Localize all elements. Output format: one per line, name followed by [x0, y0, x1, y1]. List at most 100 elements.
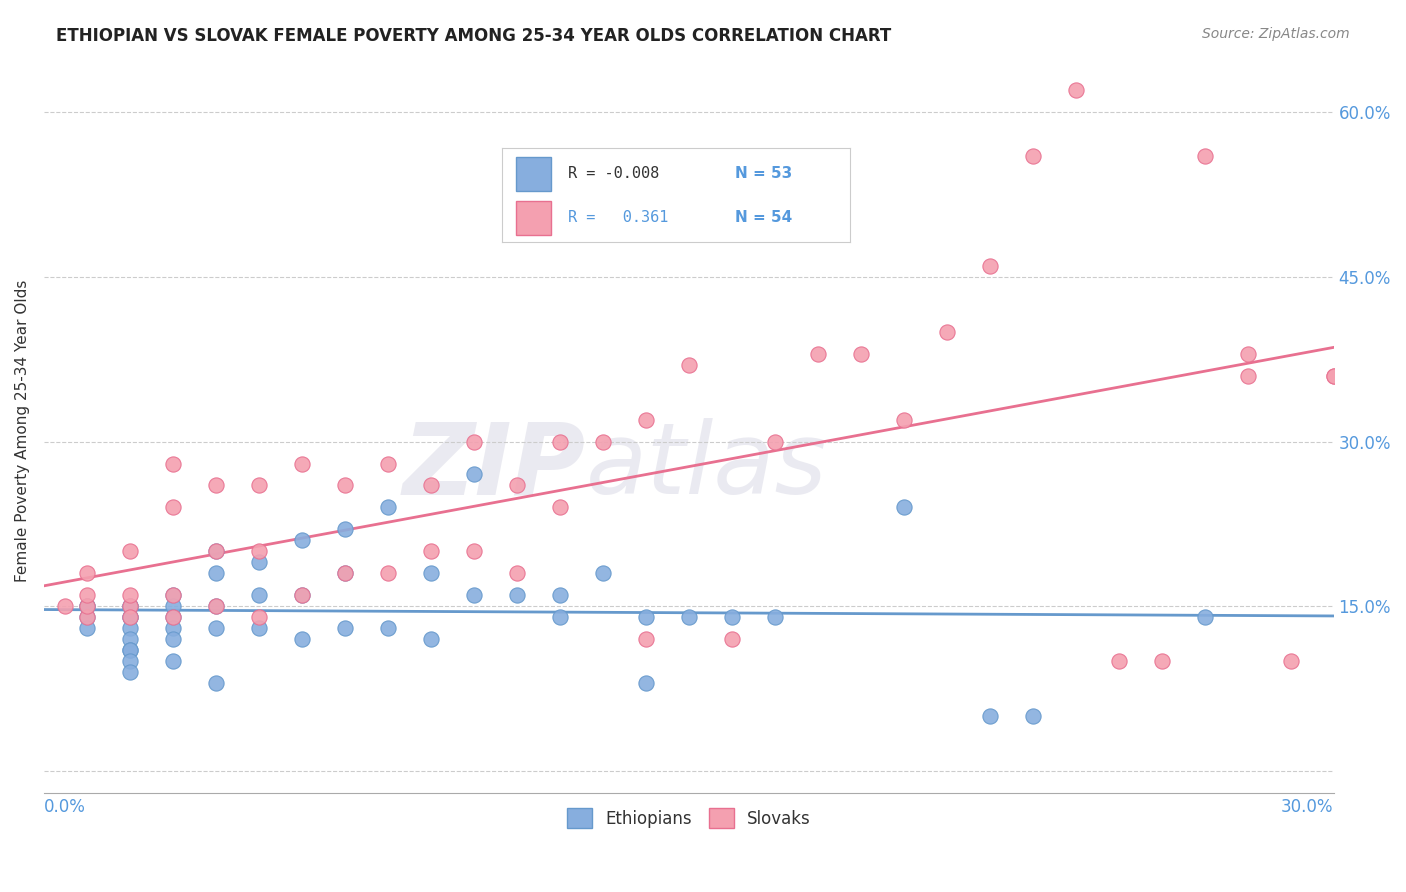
Point: [1236, 368, 1258, 383]
Point: [76, 621, 98, 635]
Point: [205, 478, 228, 492]
Point: [118, 654, 141, 668]
Point: [291, 588, 314, 602]
Point: [291, 588, 314, 602]
Point: [291, 533, 314, 548]
Point: [419, 544, 441, 558]
Point: [849, 347, 872, 361]
Point: [548, 434, 571, 449]
Point: [291, 632, 314, 646]
Point: [893, 500, 915, 515]
Point: [1021, 709, 1043, 723]
Point: [1064, 83, 1087, 97]
Point: [1323, 368, 1346, 383]
Point: [333, 478, 356, 492]
Point: [463, 588, 485, 602]
Point: [419, 566, 441, 581]
Point: [291, 457, 314, 471]
Point: [548, 500, 571, 515]
Point: [377, 457, 399, 471]
Point: [247, 544, 270, 558]
Point: [1323, 368, 1346, 383]
Point: [118, 621, 141, 635]
Point: [377, 621, 399, 635]
Point: [205, 544, 228, 558]
Point: [463, 434, 485, 449]
Point: [720, 632, 742, 646]
Text: atlas: atlas: [585, 418, 827, 516]
Point: [118, 599, 141, 614]
Point: [118, 665, 141, 679]
Point: [76, 588, 98, 602]
Legend: Ethiopians, Slovaks: Ethiopians, Slovaks: [560, 801, 817, 835]
Point: [118, 610, 141, 624]
Point: [1021, 149, 1043, 163]
Point: [247, 478, 270, 492]
Point: [1194, 149, 1216, 163]
Point: [763, 434, 786, 449]
Text: ZIP: ZIP: [402, 418, 585, 516]
Point: [118, 599, 141, 614]
Point: [162, 500, 184, 515]
Point: [419, 632, 441, 646]
Point: [763, 610, 786, 624]
Point: [162, 654, 184, 668]
Point: [76, 566, 98, 581]
Point: [506, 478, 529, 492]
Point: [979, 709, 1001, 723]
Point: [118, 643, 141, 657]
Point: [1108, 654, 1130, 668]
Point: [548, 588, 571, 602]
Point: [162, 610, 184, 624]
Point: [76, 599, 98, 614]
Point: [76, 599, 98, 614]
Point: [162, 621, 184, 635]
Point: [377, 566, 399, 581]
Point: [76, 610, 98, 624]
Point: [247, 588, 270, 602]
Point: [162, 457, 184, 471]
Point: [377, 500, 399, 515]
Point: [162, 599, 184, 614]
Point: [333, 621, 356, 635]
Point: [634, 676, 657, 690]
Point: [720, 610, 742, 624]
Point: [678, 610, 700, 624]
Point: [979, 259, 1001, 273]
Point: [118, 632, 141, 646]
Point: [55, 599, 77, 614]
Point: [634, 412, 657, 426]
Point: [162, 610, 184, 624]
Point: [118, 544, 141, 558]
Point: [678, 358, 700, 372]
Point: [506, 588, 529, 602]
Point: [1150, 654, 1173, 668]
Point: [118, 610, 141, 624]
Point: [205, 599, 228, 614]
Point: [1236, 347, 1258, 361]
Point: [76, 599, 98, 614]
Text: 0.0%: 0.0%: [44, 798, 86, 816]
Point: [118, 610, 141, 624]
Point: [118, 588, 141, 602]
Point: [592, 434, 614, 449]
Point: [247, 621, 270, 635]
Point: [935, 325, 957, 339]
Point: [118, 599, 141, 614]
Point: [205, 566, 228, 581]
Text: Source: ZipAtlas.com: Source: ZipAtlas.com: [1202, 27, 1350, 41]
Point: [1279, 654, 1302, 668]
Point: [118, 643, 141, 657]
Point: [205, 544, 228, 558]
Point: [463, 467, 485, 482]
Point: [205, 599, 228, 614]
Point: [419, 478, 441, 492]
Point: [634, 610, 657, 624]
Point: [333, 566, 356, 581]
Point: [333, 522, 356, 536]
Point: [333, 566, 356, 581]
Y-axis label: Female Poverty Among 25-34 Year Olds: Female Poverty Among 25-34 Year Olds: [15, 279, 30, 582]
Point: [205, 676, 228, 690]
Point: [592, 566, 614, 581]
Point: [76, 610, 98, 624]
